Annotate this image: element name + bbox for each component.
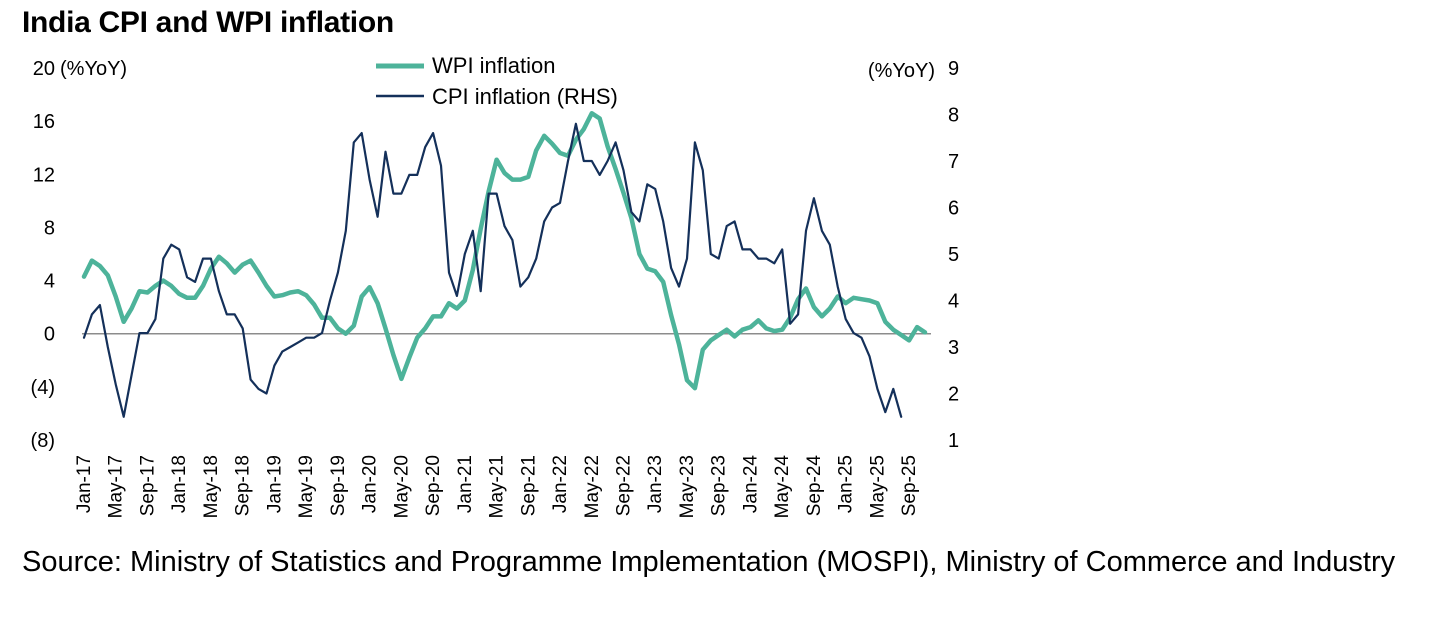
- x-axis-tick-label: Jan-21: [455, 455, 476, 513]
- x-axis-tick-label: Jan-18: [169, 455, 190, 513]
- right-axis-tick-label: 6: [948, 198, 959, 220]
- right-axis-tick-label: 7: [948, 151, 959, 173]
- x-axis-tick-label: Sep-20: [423, 455, 444, 516]
- left-axis-tick-label: 12: [33, 164, 55, 186]
- right-axis-tick-label: 1: [948, 430, 959, 452]
- left-axis-tick-label: 16: [33, 111, 55, 133]
- legend-label-cpi: CPI inflation (RHS): [432, 84, 618, 109]
- chart-title: India CPI and WPI inflation: [22, 6, 394, 39]
- left-axis-unit-label: (%YoY): [60, 58, 127, 80]
- right-axis-tick-label: 9: [948, 58, 959, 80]
- x-axis-tick-label: May-23: [677, 455, 698, 518]
- right-axis-tick-label: 3: [948, 337, 959, 359]
- x-axis-tick-label: May-25: [867, 455, 888, 518]
- left-axis-tick-label: 8: [44, 217, 55, 239]
- right-axis-tick-label: 5: [948, 244, 959, 266]
- x-axis-tick-label: Sep-17: [137, 455, 158, 516]
- x-axis-tick-label: Sep-18: [233, 455, 254, 516]
- x-axis-tick-label: Jan-25: [836, 455, 857, 513]
- right-axis-unit-label: (%YoY): [868, 60, 935, 82]
- x-axis-tick-label: May-17: [106, 455, 127, 518]
- x-axis-tick-label: Jan-17: [74, 455, 95, 513]
- x-axis-tick-label: Sep-23: [709, 455, 730, 516]
- left-axis-tick-label: 4: [44, 271, 55, 293]
- left-axis-tick-label: (8): [31, 430, 55, 452]
- x-axis-tick-label: Jan-20: [360, 455, 381, 513]
- x-axis-tick-label: May-21: [487, 455, 508, 518]
- x-axis-tick-label: May-19: [296, 455, 317, 518]
- x-axis-tick-label: Jan-19: [264, 455, 285, 513]
- x-axis-tick-label: Sep-21: [518, 455, 539, 516]
- right-axis-tick-label: 8: [948, 105, 959, 127]
- legend-label-wpi: WPI inflation: [432, 53, 556, 78]
- cpi-inflation-line: [82, 122, 903, 418]
- x-axis-tick-label: Sep-22: [614, 455, 635, 516]
- left-axis-tick-label: (4): [31, 377, 55, 399]
- x-axis-tick-label: Sep-25: [899, 455, 920, 516]
- right-axis-tick-label: 2: [948, 384, 959, 406]
- chart-svg: 20 16 12 8 4 0 (4) (8) (%YoY) 9 8 7 6 5 4 3 2 1 (%YoY) Ja…: [31, 53, 960, 519]
- x-axis-tick-label: Sep-19: [328, 455, 349, 516]
- x-axis-tick-label: Jan-23: [645, 455, 666, 513]
- x-axis-tick-label: Jan-24: [740, 455, 761, 514]
- left-axis-tick-label: 20: [33, 58, 55, 80]
- x-axis-tick-label: Sep-24: [804, 455, 825, 517]
- wpi-inflation-line: [81, 110, 928, 391]
- left-axis-tick-label: 0: [44, 324, 55, 346]
- x-axis-tick-label: May-22: [582, 455, 603, 518]
- source-note: Source: Ministry of Statistics and Progr…: [22, 546, 1396, 578]
- x-axis-tick-label: May-24: [772, 455, 793, 519]
- x-axis-tick-label: May-20: [391, 455, 412, 518]
- x-axis-tick-label: May-18: [201, 455, 222, 518]
- right-axis-tick-label: 4: [948, 291, 959, 313]
- x-axis-tick-label: Jan-22: [550, 455, 571, 513]
